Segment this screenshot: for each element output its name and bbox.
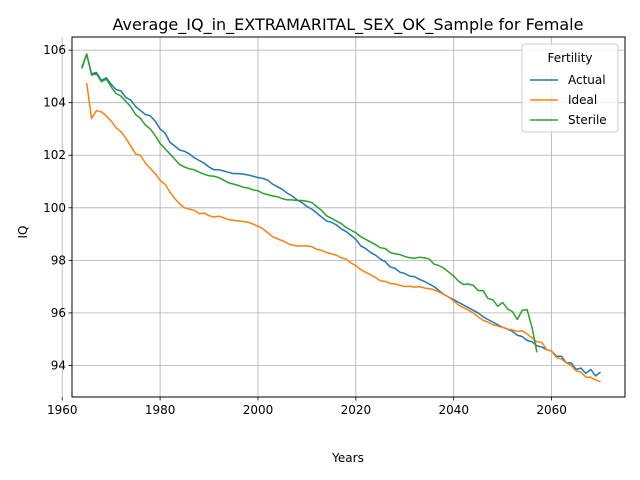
legend: Fertility Actual Ideal Sterile — [521, 43, 619, 133]
x-tick-label: 2060 — [536, 403, 567, 417]
plot-area-frame — [71, 36, 626, 398]
y-tick-label: 98 — [51, 253, 66, 267]
y-axis: 94 96 98 100 102 104 106 — [43, 43, 72, 372]
legend-label-actual: Actual — [568, 73, 606, 87]
series-line-actual — [81, 53, 602, 377]
legend-label-ideal: Ideal — [568, 93, 597, 107]
legend-label-sterile: Sterile — [568, 113, 607, 127]
chart-title: Average_IQ_in_EXTRAMARITAL_SEX_OK_Sample… — [113, 15, 584, 35]
x-axis: 1960 1980 2000 2020 2040 2060 — [47, 397, 567, 417]
x-axis-label: Years — [331, 451, 364, 465]
series-line-ideal — [85, 82, 601, 383]
y-tick-label: 106 — [43, 43, 66, 57]
y-tick-label: 96 — [51, 306, 66, 320]
x-tick-label: 2020 — [341, 403, 372, 417]
y-axis-label: IQ — [16, 226, 30, 239]
y-tick-label: 100 — [43, 201, 66, 215]
legend-box — [521, 43, 619, 133]
x-tick-label: 2040 — [438, 403, 469, 417]
y-tick-label: 102 — [43, 148, 66, 162]
series-lines — [81, 53, 602, 383]
x-tick-label: 2000 — [243, 403, 274, 417]
x-tick-label: 1960 — [47, 403, 78, 417]
legend-title: Fertility — [547, 51, 592, 65]
y-tick-label: 94 — [51, 358, 66, 372]
x-tick-label: 1980 — [145, 403, 176, 417]
y-tick-label: 104 — [43, 96, 66, 110]
series-line-sterile — [81, 53, 538, 353]
